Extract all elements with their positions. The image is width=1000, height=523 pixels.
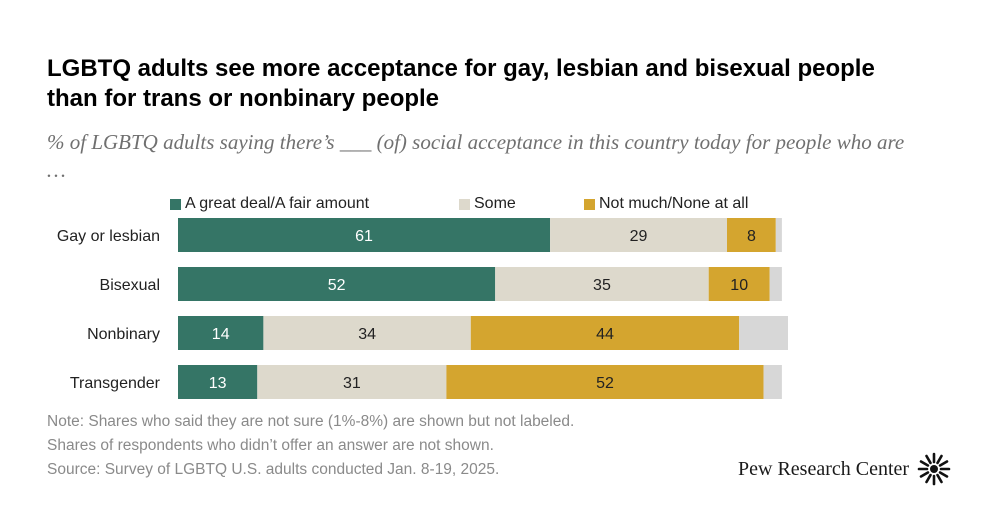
data-label-nonbinary-a-great-deal-a-fair-amount: 14	[212, 326, 230, 343]
bar-nonbinary-not-much-none-at-all	[470, 316, 740, 350]
note-line-1: Note: Shares who said they are not sure …	[47, 413, 575, 430]
bar-gay-or-lesbian-not-sure	[775, 218, 782, 252]
data-label-gay-or-lesbian-not-much-none-at-all: 8	[747, 228, 756, 245]
bar-bisexual-a-great-deal-a-fair-amount	[178, 267, 496, 301]
data-label-transgender-a-great-deal-a-fair-amount: 13	[209, 375, 227, 392]
notes: Note: Shares who said they are not sure …	[47, 410, 574, 482]
brand: Pew Research Center	[738, 452, 951, 486]
data-label-transgender-some: 31	[343, 375, 361, 392]
source-line: Source: Survey of LGBTQ U.S. adults cond…	[47, 461, 500, 478]
bar-gay-or-lesbian-a-great-deal-a-fair-amount	[178, 218, 551, 252]
category-label-bisexual: Bisexual	[100, 277, 160, 294]
stacked-bar-chart: Gay or lesbian 61 29 8 Bisexual 52 35 10 Nonbina…	[57, 218, 788, 399]
data-label-gay-or-lesbian-some: 29	[630, 228, 648, 245]
data-label-nonbinary-some: 34	[358, 326, 376, 343]
data-label-transgender-not-much-none-at-all: 52	[596, 375, 614, 392]
legend-label-not-much: Not much/None at all	[599, 195, 749, 212]
note-line-2: Shares of respondents who didn’t offer a…	[47, 437, 494, 454]
data-label-nonbinary-not-much-none-at-all: 44	[596, 326, 614, 343]
legend-item-great-deal: A great deal/A fair amount	[170, 195, 369, 213]
legend-item-not-much: Not much/None at all	[584, 195, 748, 213]
bar-nonbinary-a-great-deal-a-fair-amount	[178, 316, 264, 350]
data-label-bisexual-not-much-none-at-all: 10	[730, 277, 748, 294]
legend-label-some: Some	[474, 195, 516, 212]
bar-transgender-a-great-deal-a-fair-amount	[178, 365, 258, 399]
bar-transgender-not-much-none-at-all	[446, 365, 764, 399]
legend-swatch-great-deal	[170, 198, 181, 210]
legend: A great deal/A fair amount Some Not much…	[170, 195, 790, 215]
data-label-bisexual-a-great-deal-a-fair-amount: 52	[328, 277, 346, 294]
bar-transgender-not-sure	[763, 365, 782, 399]
bar-transgender-some	[257, 365, 447, 399]
bar-nonbinary-not-sure	[739, 316, 788, 350]
data-label-bisexual-some: 35	[593, 277, 611, 294]
legend-item-some: Some	[459, 195, 516, 213]
chart-subtitle: % of LGBTQ adults saying there’s ___ (of…	[47, 130, 905, 182]
legend-swatch-some	[459, 198, 470, 210]
bar-bisexual-not-much-none-at-all	[708, 267, 770, 301]
category-label-nonbinary: Nonbinary	[87, 326, 160, 343]
bar-gay-or-lesbian-some	[550, 218, 727, 252]
legend-swatch-not-much	[584, 198, 595, 210]
chart-title: LGBTQ adults see more acceptance for gay…	[47, 55, 875, 112]
bar-nonbinary-some	[263, 316, 471, 350]
pew-logo-icon	[917, 452, 951, 486]
category-label-transgender: Transgender	[70, 375, 161, 392]
bar-gay-or-lesbian-not-much-none-at-all	[727, 218, 776, 252]
bar-bisexual-some	[495, 267, 709, 301]
bar-bisexual-not-sure	[769, 267, 782, 301]
brand-name: Pew Research Center	[738, 457, 910, 480]
data-label-gay-or-lesbian-a-great-deal-a-fair-amount: 61	[355, 228, 373, 245]
legend-label-great-deal: A great deal/A fair amount	[185, 195, 370, 212]
category-label-gay-or-lesbian: Gay or lesbian	[57, 228, 160, 245]
